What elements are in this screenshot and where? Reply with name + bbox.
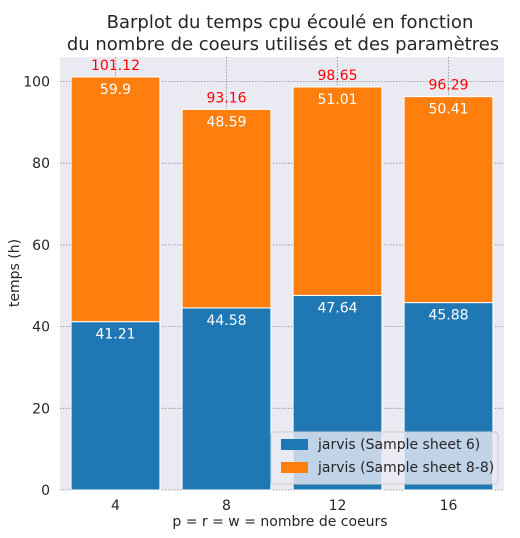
legend-label-series-1: jarvis (Sample sheet 6) [317,437,480,453]
bar-label-series-1-cat-12: 47.64 [317,300,357,316]
bar-label-series-2-cat-12: 51.01 [317,92,357,108]
bar-series-2-cat-12 [292,86,383,296]
chart-title-line-2: du nombre de coeurs utilisés et des para… [67,34,499,55]
y-tick-label-4: 80 [32,156,50,172]
bar-label-series-1-cat-16: 45.88 [428,308,468,324]
bar-series-2-cat-16 [403,96,494,304]
total-label-cat-12: 98.65 [317,68,357,84]
y-tick-label-2: 40 [32,320,50,336]
legend: jarvis (Sample sheet 6) jarvis (Sample s… [270,431,499,485]
x-tick-label-16: 16 [440,498,458,514]
legend-swatch-series-2 [281,462,308,473]
legend-box [270,431,499,485]
x-axis-label: p = r = w = nombre de coeurs [172,514,387,530]
total-label-cat-4: 101.12 [91,58,140,74]
x-tick-labels: 4 8 12 16 [111,498,457,514]
x-tick-label-12: 12 [329,498,347,514]
bar-series-2-cat-4 [70,76,161,323]
legend-label-series-2: jarvis (Sample sheet 8-8) [317,460,494,476]
y-tick-labels: 0 20 40 60 80 100 [23,75,50,499]
bar-label-series-2-cat-8: 48.59 [206,114,246,130]
total-label-cat-16: 96.29 [428,78,468,94]
bar-series-1-cat-8 [181,307,272,491]
bar-label-series-2-cat-4: 59.9 [100,82,131,98]
legend-swatch-series-1 [281,439,308,450]
chart-title-line-1: Barplot du temps cpu écoulé en fonction [107,12,474,33]
bar-labels: 41.21 59.9 101.12 44.58 48.59 93.16 47.64 51.01… [91,58,469,343]
y-axis-label: temps (h) [7,239,23,307]
bar-label-series-2-cat-16: 50.41 [428,102,468,118]
x-tick-label-8: 8 [222,498,231,514]
y-tick-label-1: 20 [32,401,50,417]
y-tick-label-3: 60 [32,238,50,254]
bar-label-series-1-cat-4: 41.21 [95,327,135,343]
total-label-cat-8: 93.16 [206,90,246,106]
bar-series-2-cat-8 [181,108,272,309]
bar-label-series-1-cat-8: 44.58 [206,313,246,329]
bar-series-1-cat-4 [70,321,161,491]
x-tick-label-4: 4 [111,498,120,514]
y-tick-label-0: 0 [41,483,50,499]
y-tick-label-5: 100 [23,75,50,91]
